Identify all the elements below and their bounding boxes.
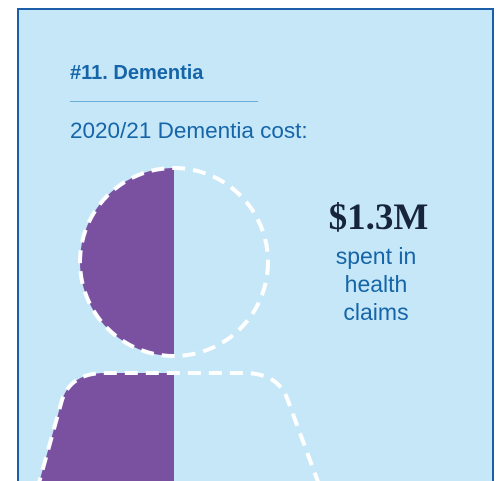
- head-fill: [80, 168, 174, 356]
- caption-line: spent in: [335, 243, 417, 269]
- infographic-card: #11. Dementia 2020/21 Dementia cost: $1.…: [17, 8, 494, 481]
- cost-amount: $1.3M: [328, 197, 429, 238]
- caption-line: claims: [343, 299, 409, 325]
- body-fill: [39, 373, 174, 481]
- caption-line: health: [344, 271, 408, 297]
- card-heading: #11. Dementia: [70, 62, 204, 84]
- card-subtitle: 2020/21 Dementia cost:: [70, 118, 308, 143]
- person-half-filled-icon: [37, 166, 320, 481]
- cost-caption: spent in health claims: [296, 242, 456, 326]
- body-outline: [37, 371, 320, 481]
- heading-divider: [70, 101, 258, 102]
- head-outline: [78, 166, 270, 358]
